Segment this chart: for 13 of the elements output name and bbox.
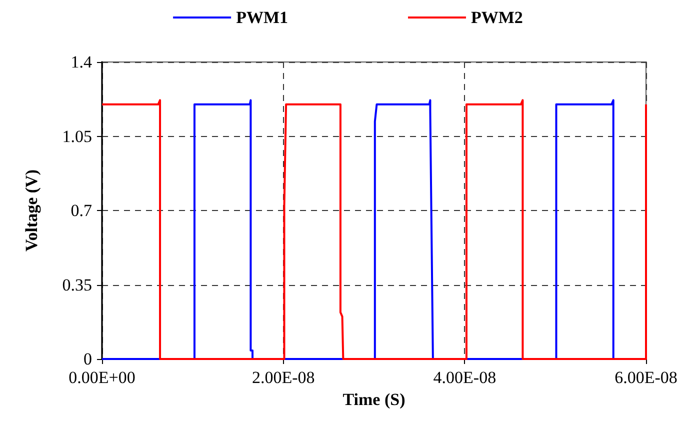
y-tick-label: 1.4 xyxy=(70,52,92,72)
y-tick-label: 0.7 xyxy=(70,201,92,220)
x-tick-label: 0.00E+00 xyxy=(68,368,136,387)
y-tick-label: 0.35 xyxy=(62,275,92,294)
legend-label: PWM1 xyxy=(236,8,288,27)
x-tick-label: 2.00E-08 xyxy=(252,368,315,387)
y-tick-label: 0 xyxy=(84,350,92,368)
y-axis-title: Voltage (V) xyxy=(22,170,41,252)
x-tick-label: 6.00E-08 xyxy=(614,368,678,387)
x-axis-title: Time (S) xyxy=(342,390,406,409)
x-tick-label: 4.00E-08 xyxy=(433,368,496,387)
legend-label: PWM2 xyxy=(471,8,523,27)
y-tick-label: 1.05 xyxy=(62,126,92,146)
